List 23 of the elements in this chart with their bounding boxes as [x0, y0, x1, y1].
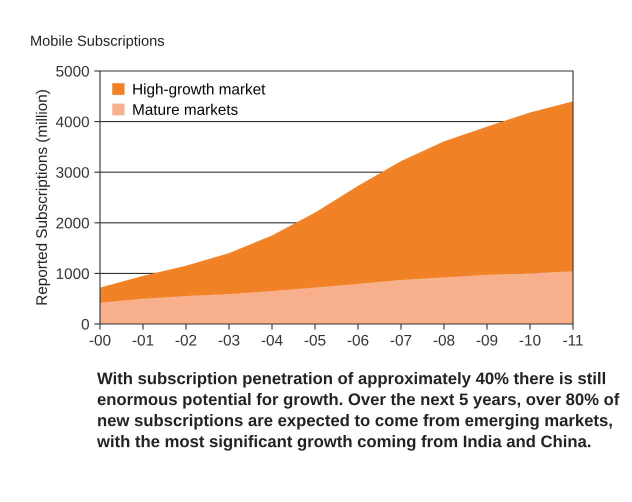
x-tick-label: -11 — [563, 334, 583, 346]
x-tick-label: -00 — [90, 334, 110, 346]
text: With subscription penetration of approximately 40% there is still enormous potential for growth. Over the next 5 years, over 80% of new subscriptions are expected to come from emerging markets, with the most significant growth coming from India and China. — [96, 372, 620, 451]
y-tick-label: 4000 — [56, 116, 89, 128]
y-tick-label: 5000 — [56, 66, 89, 77]
y-tick-label: 1000 — [56, 268, 89, 280]
y-tick-label: 2000 — [56, 218, 89, 228]
x-tick-label: -08 — [434, 334, 454, 346]
x-tick-label: -10 — [520, 334, 540, 346]
x-tick-label: -09 — [476, 334, 498, 346]
legend-label: Mature markets — [133, 104, 238, 115]
x-tick-label: -02 — [176, 334, 196, 346]
x-tick-label: -04 — [262, 334, 283, 346]
x-tick-label: -06 — [348, 334, 368, 346]
x-tick-label: -07 — [390, 334, 412, 346]
x-tick-label: -03 — [218, 334, 240, 346]
y-tick-label: 0 — [82, 318, 89, 330]
chart-title: Mobile Subscriptions — [31, 35, 164, 49]
legend-label: High-growth market — [133, 83, 266, 98]
y-tick-label: 3000 — [56, 167, 89, 178]
x-tick-label: -01 — [132, 334, 154, 346]
x-tick-label: -05 — [304, 334, 326, 346]
y-axis-title: Reported Subscriptions (million) — [36, 90, 50, 304]
